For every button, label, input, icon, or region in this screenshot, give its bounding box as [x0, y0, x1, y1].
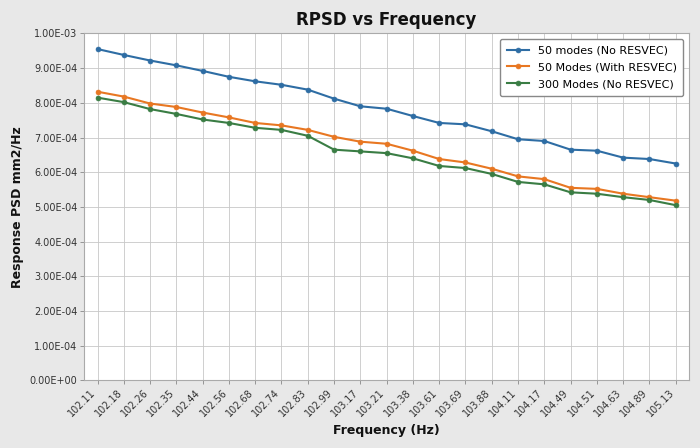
- 50 modes (No RESVEC): [671, 161, 680, 166]
- 300 Modes (No RESVEC): [619, 194, 627, 200]
- 50 modes (No RESVEC): [198, 68, 206, 73]
- 50 modes (No RESVEC): [277, 82, 286, 87]
- 300 Modes (No RESVEC): [540, 182, 549, 187]
- 50 Modes (With RESVEC): [514, 174, 522, 179]
- 300 Modes (No RESVEC): [277, 127, 286, 133]
- Legend: 50 modes (No RESVEC), 50 Modes (With RESVEC), 300 Modes (No RESVEC): 50 modes (No RESVEC), 50 Modes (With RES…: [500, 39, 683, 96]
- 300 Modes (No RESVEC): [514, 179, 522, 185]
- Title: RPSD vs Frequency: RPSD vs Frequency: [296, 11, 477, 29]
- 300 Modes (No RESVEC): [225, 120, 233, 125]
- 50 Modes (With RESVEC): [671, 198, 680, 203]
- 50 Modes (With RESVEC): [382, 141, 391, 146]
- 300 Modes (No RESVEC): [198, 117, 206, 122]
- 50 Modes (With RESVEC): [251, 120, 260, 125]
- 300 Modes (No RESVEC): [330, 147, 338, 152]
- 300 Modes (No RESVEC): [304, 133, 312, 138]
- 50 Modes (With RESVEC): [645, 194, 654, 200]
- 50 modes (No RESVEC): [382, 106, 391, 112]
- 50 Modes (With RESVEC): [120, 94, 128, 99]
- 50 modes (No RESVEC): [435, 120, 443, 125]
- 50 Modes (With RESVEC): [409, 148, 417, 153]
- 50 Modes (With RESVEC): [566, 185, 575, 190]
- 50 modes (No RESVEC): [356, 103, 365, 109]
- 300 Modes (No RESVEC): [435, 163, 443, 168]
- 50 Modes (With RESVEC): [488, 166, 496, 172]
- 50 modes (No RESVEC): [593, 148, 601, 153]
- Line: 300 Modes (No RESVEC): 300 Modes (No RESVEC): [95, 95, 678, 207]
- 300 Modes (No RESVEC): [461, 165, 470, 171]
- 50 modes (No RESVEC): [172, 63, 181, 68]
- 300 Modes (No RESVEC): [146, 106, 154, 112]
- 50 Modes (With RESVEC): [225, 115, 233, 120]
- 50 modes (No RESVEC): [225, 74, 233, 79]
- 50 modes (No RESVEC): [304, 87, 312, 92]
- 300 Modes (No RESVEC): [671, 202, 680, 208]
- Y-axis label: Response PSD mm2/Hz: Response PSD mm2/Hz: [11, 126, 24, 288]
- 50 modes (No RESVEC): [645, 156, 654, 162]
- 50 modes (No RESVEC): [514, 137, 522, 142]
- 300 Modes (No RESVEC): [409, 155, 417, 161]
- 50 modes (No RESVEC): [619, 155, 627, 160]
- Line: 50 modes (No RESVEC): 50 modes (No RESVEC): [95, 47, 678, 166]
- 300 Modes (No RESVEC): [566, 190, 575, 195]
- 50 Modes (With RESVEC): [93, 89, 102, 95]
- Line: 50 Modes (With RESVEC): 50 Modes (With RESVEC): [95, 89, 678, 203]
- 300 Modes (No RESVEC): [356, 149, 365, 154]
- 300 Modes (No RESVEC): [488, 171, 496, 177]
- 50 modes (No RESVEC): [488, 129, 496, 134]
- 300 Modes (No RESVEC): [382, 151, 391, 156]
- 300 Modes (No RESVEC): [93, 95, 102, 100]
- 300 Modes (No RESVEC): [172, 111, 181, 116]
- 300 Modes (No RESVEC): [251, 125, 260, 130]
- 50 Modes (With RESVEC): [277, 123, 286, 128]
- 300 Modes (No RESVEC): [593, 191, 601, 196]
- 50 Modes (With RESVEC): [435, 156, 443, 162]
- 50 Modes (With RESVEC): [172, 104, 181, 110]
- 50 modes (No RESVEC): [540, 138, 549, 144]
- 50 Modes (With RESVEC): [198, 110, 206, 115]
- 50 modes (No RESVEC): [330, 96, 338, 101]
- 50 Modes (With RESVEC): [461, 160, 470, 165]
- 50 modes (No RESVEC): [146, 58, 154, 63]
- 50 modes (No RESVEC): [251, 79, 260, 84]
- 50 Modes (With RESVEC): [619, 191, 627, 196]
- 50 modes (No RESVEC): [409, 113, 417, 119]
- 50 Modes (With RESVEC): [593, 186, 601, 192]
- 50 Modes (With RESVEC): [540, 177, 549, 182]
- 300 Modes (No RESVEC): [645, 197, 654, 202]
- 50 Modes (With RESVEC): [356, 139, 365, 144]
- 50 modes (No RESVEC): [93, 46, 102, 52]
- 50 Modes (With RESVEC): [330, 134, 338, 139]
- 50 modes (No RESVEC): [461, 122, 470, 127]
- 50 Modes (With RESVEC): [304, 127, 312, 133]
- 300 Modes (No RESVEC): [120, 99, 128, 105]
- 50 modes (No RESVEC): [120, 52, 128, 58]
- 50 Modes (With RESVEC): [146, 101, 154, 106]
- 50 modes (No RESVEC): [566, 147, 575, 152]
- X-axis label: Frequency (Hz): Frequency (Hz): [333, 424, 440, 437]
